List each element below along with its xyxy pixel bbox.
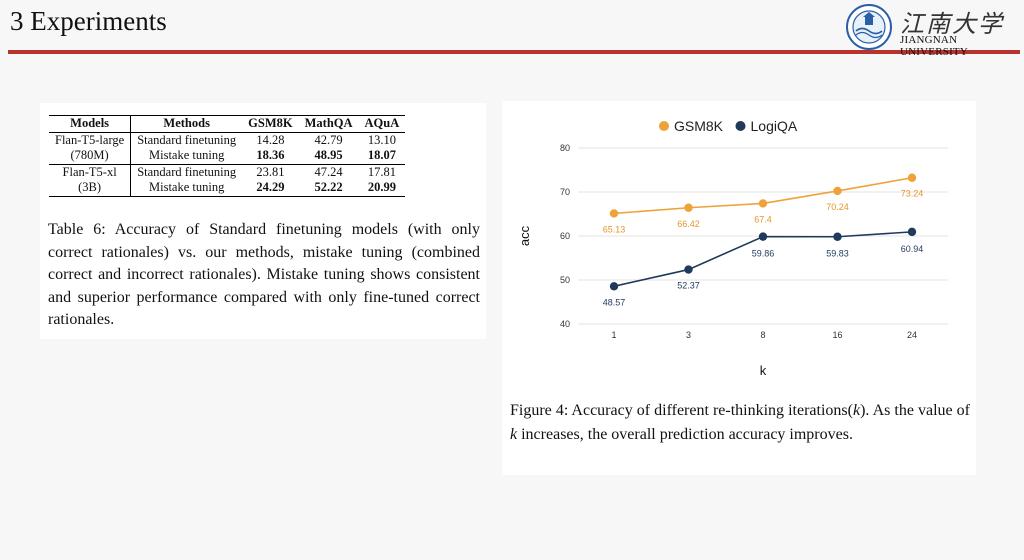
gsm8k-cell: 14.28	[256, 132, 285, 147]
figure-caption-part: ). As the value of	[860, 402, 971, 419]
table-row: Flan-T5-large Standard finetuning 14.28 …	[49, 132, 405, 148]
x-tick-label: 24	[907, 330, 917, 340]
x-tick-label: 16	[832, 330, 842, 340]
data-point	[684, 265, 693, 274]
university-logo: 江南大学 JIANGNAN UNIVERSITY	[846, 4, 1018, 58]
model-name: Flan-T5-xl	[49, 163, 132, 180]
university-seal-icon	[846, 4, 892, 50]
aqua-cell: 13.10	[367, 132, 396, 147]
data-label: 48.57	[603, 297, 626, 307]
mathqa-cell: 52.22	[314, 180, 343, 194]
y-tick-label: 70	[560, 187, 570, 197]
data-point	[758, 199, 768, 208]
x-axis-label: k	[760, 363, 767, 378]
data-label: 67.4	[754, 214, 772, 224]
col-header-methods: Methods	[163, 116, 210, 130]
figure-caption-k: k	[510, 426, 518, 443]
slide-title: 3 Experiments	[10, 6, 167, 36]
aqua-cell: 20.99	[367, 180, 396, 194]
method-cell: Standard finetuning	[137, 132, 237, 147]
col-header-aqua: AQuA	[364, 116, 400, 130]
y-tick-label: 50	[560, 275, 570, 285]
university-name-en: JIANGNAN UNIVERSITY	[900, 34, 968, 58]
method-cell: Mistake tuning	[149, 148, 225, 162]
model-size: (780M)	[49, 148, 132, 164]
mathqa-cell: 47.24	[298, 163, 359, 180]
data-label: 70.24	[826, 202, 849, 212]
x-tick-label: 8	[760, 330, 765, 340]
method-cell: Standard finetuning	[130, 163, 243, 180]
table-row: (3B) Mistake tuning 24.29 52.22 20.99	[49, 180, 405, 196]
col-header-models: Models	[49, 115, 132, 132]
y-tick-label: 80	[560, 143, 570, 153]
model-name: Flan-T5-large	[49, 132, 132, 148]
figure-caption-k: k	[852, 402, 861, 419]
mathqa-cell: 48.95	[314, 148, 343, 162]
data-label: 52.37	[677, 281, 700, 291]
table-panel: Models Methods GSM8K MathQA AQuA Flan-T5…	[40, 103, 486, 339]
y-axis-label: acc	[517, 225, 532, 246]
accuracy-line-chart: 40 50 60 70 80 1 3 8 16 24 k acc GSM8K LogiQA 65.13 66.…	[517, 118, 948, 378]
x-tick-label: 3	[686, 330, 691, 340]
col-header-gsm8k: GSM8K	[248, 116, 293, 130]
data-label: 60.94	[901, 244, 924, 254]
x-tick-label: 1	[611, 330, 616, 340]
y-tick-label: 60	[560, 231, 570, 241]
data-label: 73.24	[901, 189, 924, 199]
figure-caption-part: Figure 4: Accuracy of different re-think…	[510, 402, 853, 419]
data-point	[609, 209, 619, 218]
results-table: Models Methods GSM8K MathQA AQuA Flan-T5…	[49, 115, 406, 197]
title-divider	[8, 50, 1020, 54]
data-point	[684, 203, 693, 212]
data-label: 59.86	[752, 249, 775, 259]
data-label: 66.42	[677, 219, 700, 229]
data-label: 59.83	[826, 249, 849, 259]
series-line	[613, 176, 913, 215]
mathqa-cell: 42.79	[314, 132, 343, 147]
table-header-row: Models Methods GSM8K MathQA AQuA	[49, 115, 406, 132]
data-point	[758, 232, 768, 241]
data-label: 65.13	[603, 224, 626, 234]
col-header-mathqa: MathQA	[304, 116, 353, 130]
legend-label: LogiQA	[751, 118, 798, 134]
gsm8k-cell: 23.81	[242, 163, 299, 180]
legend-marker	[735, 121, 746, 131]
university-name-cn: 江南大学	[900, 10, 1004, 38]
data-point	[609, 282, 619, 291]
table-row: (780M) Mistake tuning 18.36 48.95 18.07	[49, 148, 405, 164]
method-cell: Mistake tuning	[149, 180, 225, 194]
data-point	[833, 186, 842, 196]
gsm8k-cell: 18.36	[256, 148, 285, 162]
legend-label: GSM8K	[674, 118, 724, 134]
model-size: (3B)	[49, 180, 132, 196]
aqua-cell: 17.81	[358, 163, 406, 180]
data-point	[833, 232, 842, 241]
data-point	[907, 173, 917, 182]
aqua-cell: 18.07	[367, 148, 396, 162]
figure-caption-part: increases, the overall prediction accura…	[517, 426, 853, 443]
figure-panel: 40 50 60 70 80 1 3 8 16 24 k acc GSM8K LogiQA 65.13 66.…	[502, 101, 976, 475]
table-caption: Table 6: Accuracy of Standard finetuning…	[48, 221, 480, 328]
y-tick-label: 40	[560, 319, 570, 329]
data-point	[907, 227, 917, 237]
figure-caption: Figure 4: Accuracy of different re-think…	[510, 399, 970, 447]
legend-marker	[659, 121, 669, 131]
table-row: Flan-T5-xl Standard finetuning 23.81 47.…	[49, 163, 406, 180]
gsm8k-cell: 24.29	[256, 180, 285, 194]
